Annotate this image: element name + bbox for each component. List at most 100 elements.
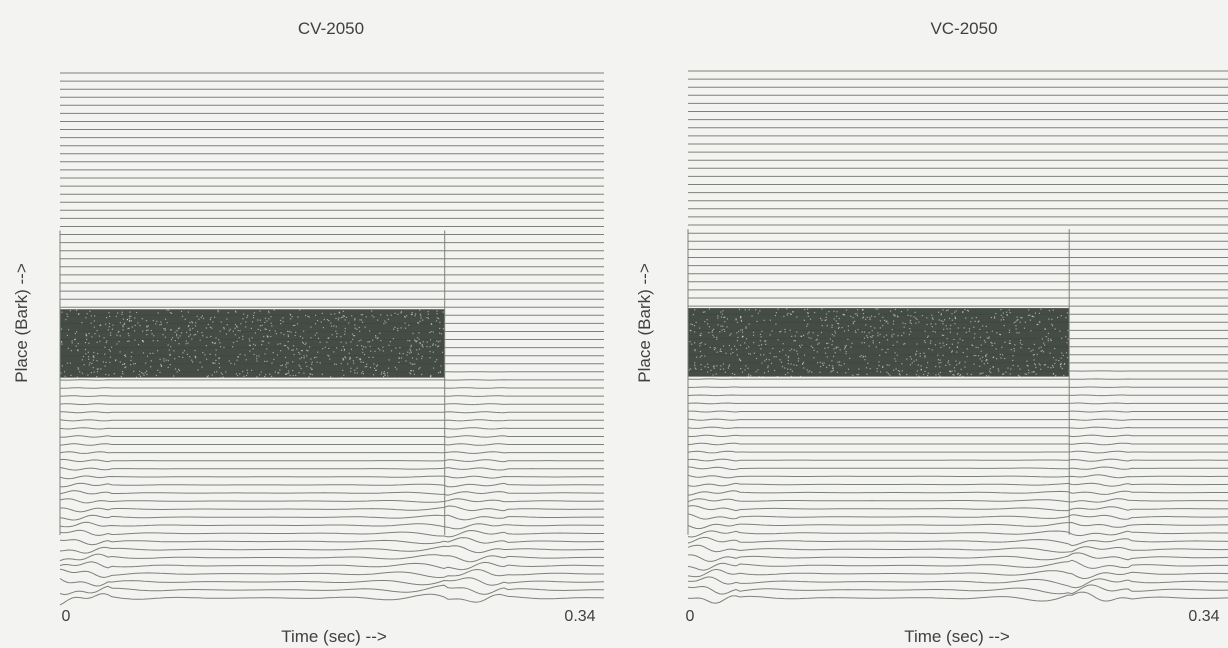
band-texture-speck <box>195 333 197 336</box>
band-texture-speck <box>947 360 950 362</box>
band-texture-speck <box>730 353 732 355</box>
band-texture-speck <box>904 343 906 345</box>
band-texture-speck <box>978 320 980 322</box>
band-texture-speck <box>237 329 239 332</box>
band-texture-speck <box>760 354 762 356</box>
band-texture-speck <box>716 351 718 353</box>
band-texture-speck <box>931 326 933 328</box>
band-texture-speck <box>767 365 769 367</box>
band-texture-speck <box>92 367 94 369</box>
band-texture-speck <box>410 369 412 372</box>
band-texture-speck <box>369 345 371 348</box>
band-texture-speck <box>406 354 408 356</box>
band-texture-speck <box>189 329 191 331</box>
band-texture-speck <box>170 339 173 341</box>
band-texture-speck <box>117 312 119 314</box>
band-texture-speck <box>723 316 725 318</box>
band-texture-speck <box>802 363 804 365</box>
band-texture-speck <box>273 309 275 311</box>
band-texture-speck <box>144 372 146 374</box>
band-texture-speck <box>426 346 428 348</box>
band-texture-speck <box>985 375 988 377</box>
band-texture-speck <box>980 350 982 352</box>
band-texture-speck <box>176 333 178 335</box>
band-texture-speck <box>814 312 816 314</box>
band-texture-speck <box>879 354 881 356</box>
band-texture-speck <box>66 313 68 315</box>
band-texture-speck <box>327 354 329 356</box>
band-texture-speck <box>91 362 93 364</box>
frequency-channel-trace <box>59 521 605 530</box>
band-texture-speck <box>336 336 338 338</box>
band-texture-speck <box>439 340 441 342</box>
band-texture-speck <box>316 320 319 322</box>
band-texture-speck <box>715 347 717 349</box>
band-texture-speck <box>892 323 895 325</box>
band-texture-speck <box>189 356 191 358</box>
band-texture-speck <box>375 335 377 337</box>
band-texture-speck <box>694 364 696 366</box>
band-texture-speck <box>82 355 84 358</box>
band-texture-speck <box>1066 357 1069 359</box>
band-texture-speck <box>741 336 743 338</box>
band-texture-speck <box>170 329 172 331</box>
band-texture-speck <box>1065 317 1067 319</box>
band-texture-speck <box>191 338 193 340</box>
band-texture-speck <box>360 339 362 341</box>
band-texture-speck <box>326 341 328 343</box>
band-texture-speck <box>730 333 732 335</box>
band-texture-speck <box>915 354 917 356</box>
band-texture-speck <box>813 349 815 351</box>
band-texture-speck <box>970 321 972 323</box>
band-texture-speck <box>310 358 312 360</box>
band-texture-speck <box>220 377 222 379</box>
band-texture-speck <box>874 327 876 329</box>
band-texture-speck <box>404 315 406 317</box>
band-texture-speck <box>1030 330 1032 332</box>
band-texture-speck <box>964 361 966 363</box>
band-texture-speck <box>784 367 786 369</box>
band-texture-speck <box>807 333 809 335</box>
band-texture-speck <box>164 328 166 330</box>
band-texture-speck <box>124 367 126 369</box>
band-texture-speck <box>833 318 835 320</box>
band-texture-speck <box>116 343 118 345</box>
band-texture-speck <box>755 357 758 360</box>
band-texture-speck <box>313 357 316 359</box>
band-texture-speck <box>992 356 994 359</box>
band-texture-speck <box>719 350 721 352</box>
band-texture-speck <box>436 340 438 342</box>
band-texture-speck <box>151 333 153 335</box>
band-texture-speck <box>866 335 868 337</box>
band-texture-speck <box>740 315 742 318</box>
band-texture-speck <box>76 376 78 378</box>
band-texture-speck <box>320 321 322 323</box>
band-texture-speck <box>690 368 692 370</box>
band-texture-speck <box>258 355 260 357</box>
band-texture-speck <box>417 353 419 355</box>
band-texture-speck <box>248 338 250 340</box>
band-texture-speck <box>750 375 752 377</box>
band-texture-speck <box>350 367 352 369</box>
band-texture-speck <box>280 323 282 325</box>
band-texture-speck <box>370 350 372 352</box>
band-texture-speck <box>940 313 942 315</box>
band-texture-speck <box>265 328 267 330</box>
band-texture-speck <box>759 340 761 342</box>
band-texture-speck <box>699 350 701 353</box>
band-texture-speck <box>358 326 360 329</box>
band-texture-speck <box>894 314 896 316</box>
frequency-channel-trace <box>687 426 1228 429</box>
band-texture-speck <box>935 323 937 325</box>
band-texture-speck <box>942 309 944 311</box>
band-texture-speck <box>831 333 833 336</box>
band-texture-speck <box>785 354 787 356</box>
band-texture-speck <box>308 316 310 318</box>
band-texture-speck <box>991 330 993 332</box>
band-texture-speck <box>988 375 990 377</box>
band-texture-speck <box>979 358 981 360</box>
band-texture-speck <box>1052 373 1054 375</box>
band-texture-speck <box>243 313 245 315</box>
band-texture-speck <box>155 374 157 377</box>
band-texture-speck <box>335 317 337 319</box>
